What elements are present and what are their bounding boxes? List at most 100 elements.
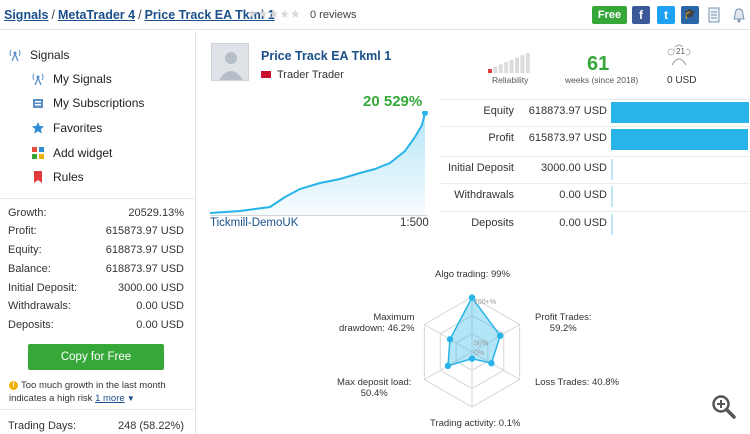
stat-label: Deposits: <box>8 319 54 331</box>
stat-label: Growth: <box>8 207 47 219</box>
growth-chart[interactable] <box>210 111 432 215</box>
stat-label: Initial Deposit: <box>8 282 78 294</box>
breadcrumb-signals[interactable]: Signals <box>4 8 49 22</box>
row-value: 618873.97 USD <box>528 105 607 117</box>
stat-value: 3000.00 USD <box>117 282 184 294</box>
growth-endpoint <box>422 111 428 116</box>
risk-warning: ! Too much growth in the last month indic… <box>9 379 189 405</box>
stat-label: Equity: <box>8 244 42 256</box>
row-bar <box>611 186 613 207</box>
balance-row-equity: Equity 618873.97 USD <box>440 99 750 123</box>
provider-name[interactable]: Price Track EA Tkml 1 <box>261 49 392 63</box>
report-icon[interactable] <box>707 7 721 23</box>
radar-label-deposit: Max deposit load: 50.4% <box>337 377 412 399</box>
sidebar-item-add-widget[interactable]: Add widget <box>31 143 112 163</box>
radar-axis <box>471 324 520 353</box>
radar-label-drawdown: Maximum drawdown: 46.2% <box>339 312 415 334</box>
sidebar-title-signals[interactable]: Signals <box>8 45 69 65</box>
radar-label-algo: Algo trading: 99% <box>435 269 510 280</box>
main-content: Price Track EA Tkml 1 Trader Trader Reli… <box>197 31 750 434</box>
sidebar-item-favorites[interactable]: Favorites <box>31 118 102 138</box>
chart-baseline <box>210 215 427 216</box>
stat-value: 0.00 USD <box>136 300 184 312</box>
stat-growth: Growth: 20529.13% <box>8 207 184 219</box>
reliability-bar <box>515 57 519 73</box>
radar-chart[interactable]: 100+% 50% 0% <box>412 281 538 423</box>
sidebar-item-label: Rules <box>53 170 84 184</box>
stat-label: Balance: <box>8 263 51 275</box>
sidebar-item-my-subscriptions[interactable]: My Subscriptions <box>31 93 144 113</box>
stat-deposits: Deposits: 0.00 USD <box>8 319 184 331</box>
row-bar <box>611 214 613 235</box>
radar-scale-max: 100+% <box>474 299 496 306</box>
owner-name: Trader Trader <box>277 69 344 81</box>
radar-point <box>488 360 495 367</box>
stat-value: 248 (58.22%) <box>117 420 184 432</box>
stat-label: Profit: <box>8 225 37 237</box>
stat-initial-deposit: Initial Deposit: 3000.00 USD <box>8 282 184 294</box>
stat-withdrawals: Withdrawals: 0.00 USD <box>8 300 184 312</box>
sidebar-item-my-signals[interactable]: My Signals <box>31 69 112 89</box>
subscriptions-icon <box>33 99 43 108</box>
radar-axis <box>471 351 520 380</box>
row-bar <box>611 129 749 150</box>
broker-link[interactable]: Tickmill-DemoUK <box>210 217 299 229</box>
row-label: Equity <box>483 105 514 117</box>
provider-owner[interactable]: Trader Trader <box>261 69 344 81</box>
row-label: Profit <box>488 132 514 144</box>
balance-row-withdrawals: Withdrawals 0.00 USD <box>440 183 750 207</box>
radar-label-loss: Loss Trades: 40.8% <box>535 377 619 388</box>
row-label: Deposits <box>471 217 514 229</box>
reliability-bar <box>498 64 503 73</box>
breadcrumb-signal-name[interactable]: Price Track EA Tkml 1 <box>144 8 275 22</box>
subscribers-count: 21 <box>675 47 686 56</box>
balance-row-deposits: Deposits 0.00 USD <box>440 211 750 235</box>
avatar[interactable] <box>211 43 249 81</box>
sidebar-item-rules[interactable]: Rules <box>31 167 84 187</box>
rating-stars[interactable]: ★★★★★ <box>247 7 301 21</box>
chevron-down-icon[interactable]: ▼ <box>124 394 135 403</box>
notification-icon[interactable] <box>732 7 746 23</box>
leverage-value: 1:500 <box>400 217 429 229</box>
risk-warning-text: Too much growth in the last month indica… <box>9 380 166 404</box>
star-icon <box>32 122 44 134</box>
stat-equity: Equity: 618873.97 USD <box>8 244 184 256</box>
sidebar-item-label: Add widget <box>53 146 113 160</box>
stat-balance: Balance: 618873.97 USD <box>8 263 184 275</box>
row-value: 615873.97 USD <box>528 132 607 144</box>
reviews-count[interactable]: 0 reviews <box>310 9 357 21</box>
more-link[interactable]: 1 more <box>95 393 125 404</box>
weeks-count: 61 <box>587 53 610 75</box>
stat-label: Withdrawals: <box>8 300 71 312</box>
twitter-icon[interactable]: t <box>657 6 675 24</box>
reliability-bar <box>493 66 498 73</box>
growth-value: 20 529% <box>363 93 423 110</box>
stat-label: Trading Days: <box>8 420 77 432</box>
stat-value: 618873.97 USD <box>105 244 184 256</box>
reliability-label: Reliability <box>492 75 529 85</box>
row-bar <box>611 102 749 123</box>
stat-value: 615873.97 USD <box>105 225 184 237</box>
stat-trading-days: Trading Days: 248 (58.22%) <box>8 420 184 432</box>
widget-icon <box>32 147 44 159</box>
reliability-bars <box>488 52 530 73</box>
warning-icon: ! <box>9 381 18 390</box>
weeks-label: weeks (since 2018) <box>565 75 639 85</box>
reliability-bar <box>525 52 530 73</box>
row-bar <box>611 159 613 180</box>
stat-profit: Profit: 615873.97 USD <box>8 225 184 237</box>
signal-tower-icon <box>9 49 21 62</box>
breadcrumb-platform[interactable]: MetaTrader 4 <box>57 8 136 22</box>
facebook-icon[interactable]: f <box>632 6 650 24</box>
row-value: 0.00 USD <box>559 217 607 229</box>
education-icon[interactable]: 🎓 <box>681 6 699 24</box>
sidebar-title-label: Signals <box>30 48 70 62</box>
growth-area <box>210 113 425 215</box>
uk-flag-icon <box>261 71 271 78</box>
copy-for-free-button[interactable]: Copy for Free <box>28 344 164 370</box>
zoom-icon[interactable] <box>711 394 737 420</box>
row-label: Initial Deposit <box>447 162 514 174</box>
radar-scale-zero: 0% <box>474 350 484 357</box>
free-button[interactable]: Free <box>592 6 627 24</box>
radar-point <box>468 294 476 301</box>
